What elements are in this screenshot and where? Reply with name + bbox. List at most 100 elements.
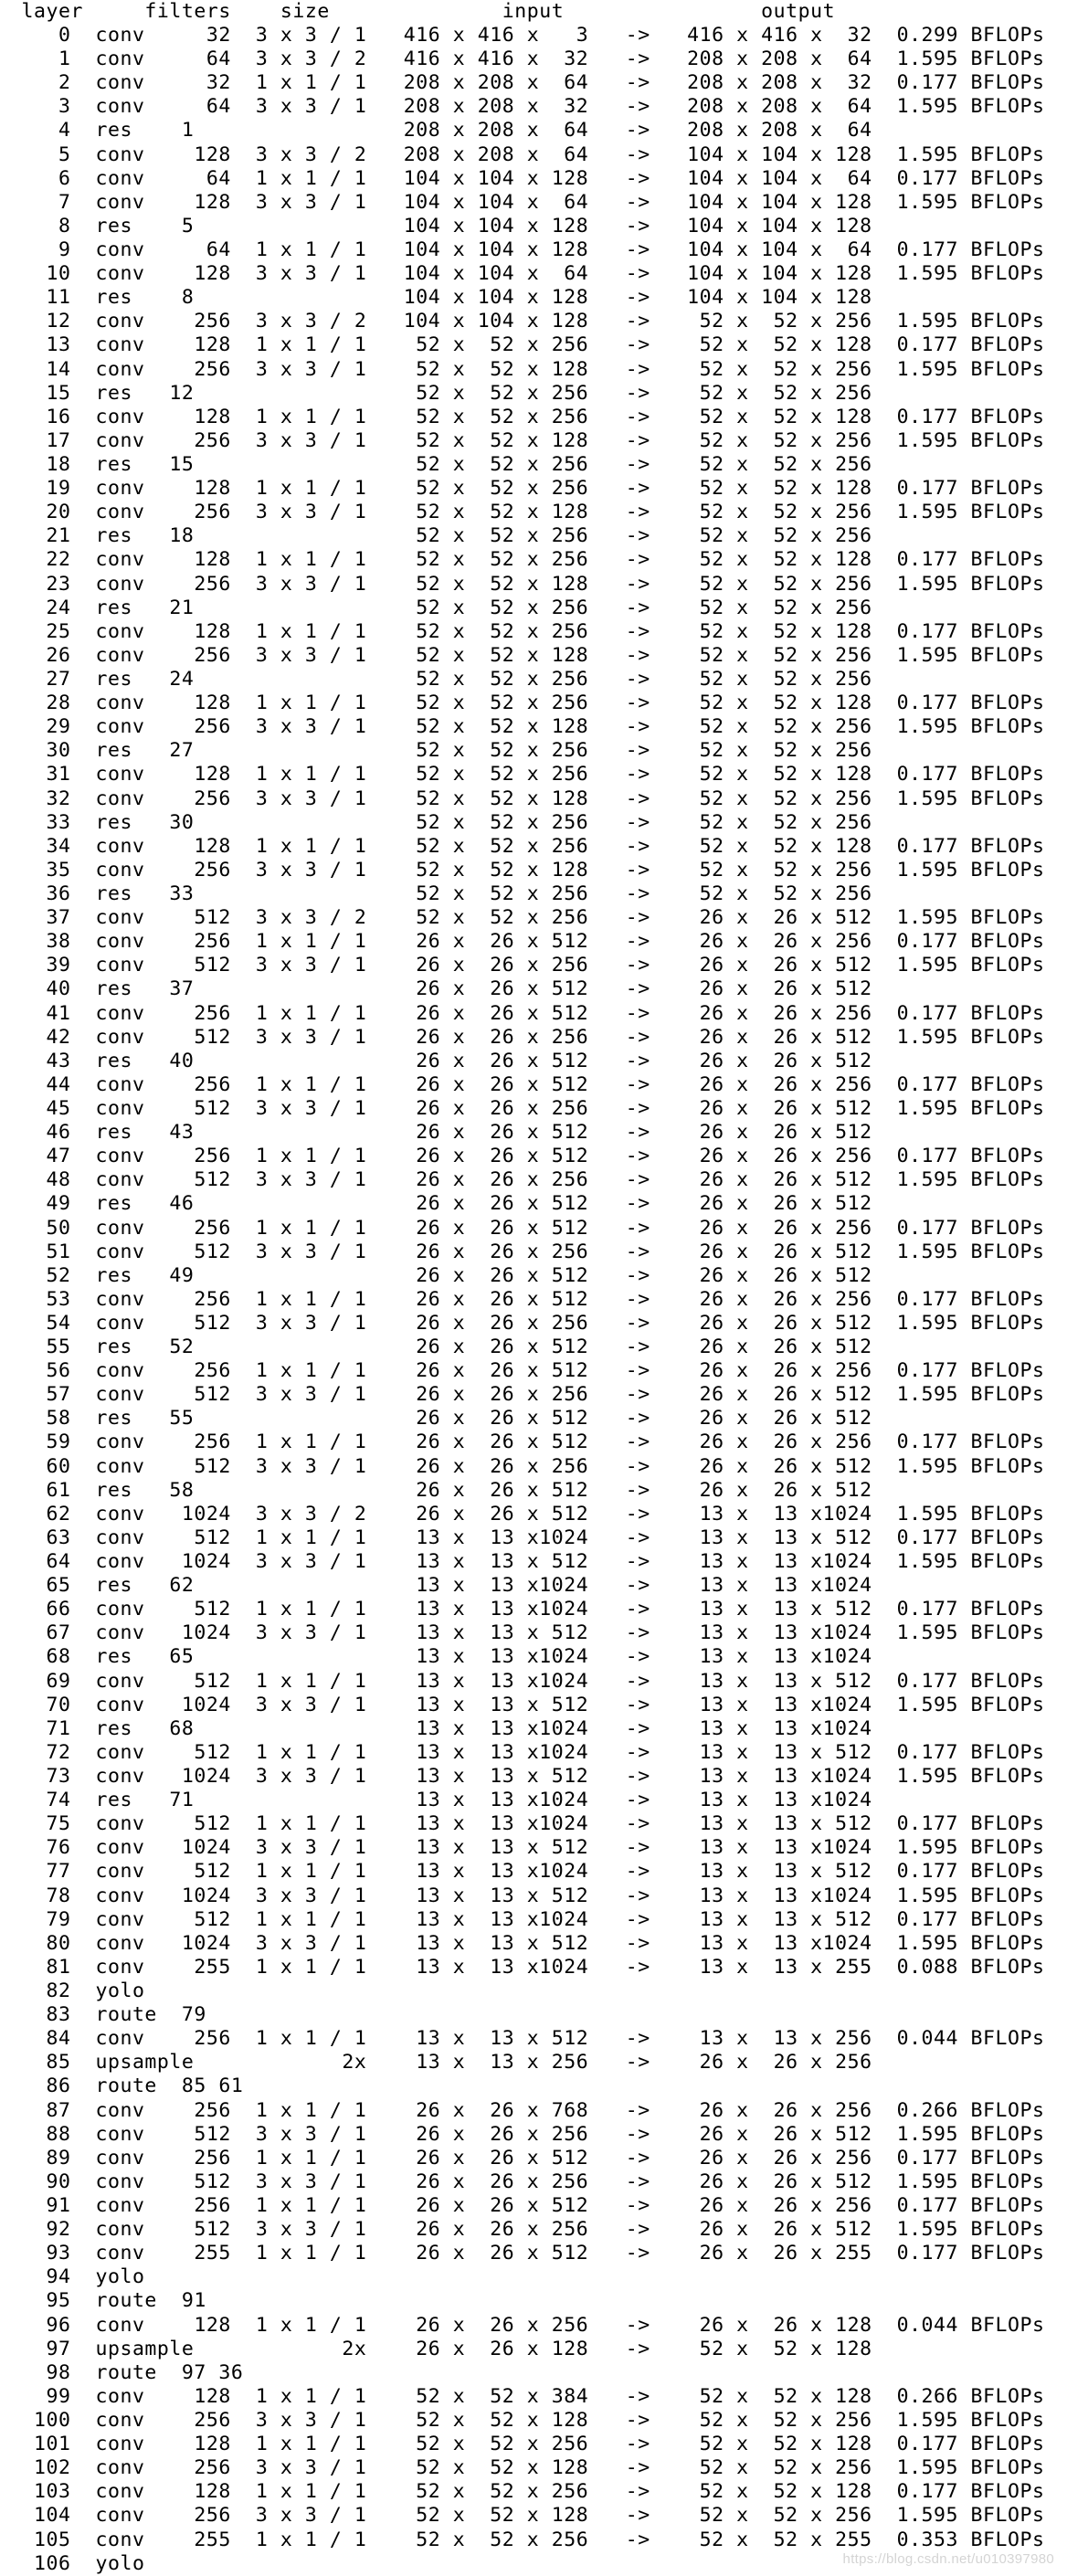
layer-line: 86 route 85 61 bbox=[9, 2075, 243, 2098]
layer-line: 55 res 52 26 x 26 x 512 -> 26 x 26 x 512 bbox=[9, 1336, 872, 1359]
layer-line: 30 res 27 52 x 52 x 256 -> 52 x 52 x 256 bbox=[9, 739, 872, 763]
layer-line: 25 conv 128 1 x 1 / 1 52 x 52 x 256 -> 5… bbox=[9, 620, 1045, 644]
layer-line: 1 conv 64 3 x 3 / 2 416 x 416 x 32 -> 20… bbox=[9, 48, 1045, 71]
layer-line: 98 route 97 36 bbox=[9, 2361, 243, 2385]
layer-line: 88 conv 512 3 x 3 / 1 26 x 26 x 256 -> 2… bbox=[9, 2123, 1045, 2147]
layer-line: 7 conv 128 3 x 3 / 1 104 x 104 x 64 -> 1… bbox=[9, 191, 1045, 215]
layer-line: 89 conv 256 1 x 1 / 1 26 x 26 x 512 -> 2… bbox=[9, 2147, 1045, 2170]
layer-line: 97 upsample 2x 26 x 26 x 128 -> 52 x 52 … bbox=[9, 2338, 872, 2361]
layer-line: 22 conv 128 1 x 1 / 1 52 x 52 x 256 -> 5… bbox=[9, 548, 1045, 572]
watermark: https://blog.csdn.net/u010397980 bbox=[843, 2551, 1054, 2567]
layer-line: 82 yolo bbox=[9, 1980, 144, 2003]
layer-line: 44 conv 256 1 x 1 / 1 26 x 26 x 512 -> 2… bbox=[9, 1073, 1045, 1097]
layer-line: 102 conv 256 3 x 3 / 1 52 x 52 x 128 -> … bbox=[9, 2456, 1045, 2480]
layer-line: 99 conv 128 1 x 1 / 1 52 x 52 x 384 -> 5… bbox=[9, 2385, 1045, 2409]
layer-line: 21 res 18 52 x 52 x 256 -> 52 x 52 x 256 bbox=[9, 524, 872, 548]
layer-line: 28 conv 128 1 x 1 / 1 52 x 52 x 256 -> 5… bbox=[9, 692, 1045, 715]
layer-line: 78 conv 1024 3 x 3 / 1 13 x 13 x 512 -> … bbox=[9, 1884, 1045, 1908]
layer-line: 54 conv 512 3 x 3 / 1 26 x 26 x 256 -> 2… bbox=[9, 1312, 1045, 1336]
layer-line: 46 res 43 26 x 26 x 512 -> 26 x 26 x 512 bbox=[9, 1121, 872, 1145]
layer-line: 71 res 68 13 x 13 x1024 -> 13 x 13 x1024 bbox=[9, 1717, 872, 1741]
layer-line: 63 conv 512 1 x 1 / 1 13 x 13 x1024 -> 1… bbox=[9, 1526, 1045, 1550]
layer-line: 16 conv 128 1 x 1 / 1 52 x 52 x 256 -> 5… bbox=[9, 406, 1045, 429]
layer-line: 37 conv 512 3 x 3 / 2 52 x 52 x 256 -> 2… bbox=[9, 906, 1045, 930]
layer-line: 38 conv 256 1 x 1 / 1 26 x 26 x 512 -> 2… bbox=[9, 930, 1045, 954]
layer-line: 24 res 21 52 x 52 x 256 -> 52 x 52 x 256 bbox=[9, 596, 872, 620]
layer-line: 81 conv 255 1 x 1 / 1 13 x 13 x1024 -> 1… bbox=[9, 1956, 1045, 1980]
layer-line: 106 yolo bbox=[9, 2552, 144, 2576]
layer-line: 90 conv 512 3 x 3 / 1 26 x 26 x 256 -> 2… bbox=[9, 2170, 1045, 2194]
layer-line: 19 conv 128 1 x 1 / 1 52 x 52 x 256 -> 5… bbox=[9, 477, 1045, 501]
layer-line: 92 conv 512 3 x 3 / 1 26 x 26 x 256 -> 2… bbox=[9, 2218, 1045, 2242]
layer-line: 49 res 46 26 x 26 x 512 -> 26 x 26 x 512 bbox=[9, 1192, 872, 1216]
layer-line: 91 conv 256 1 x 1 / 1 26 x 26 x 512 -> 2… bbox=[9, 2194, 1045, 2218]
layer-line: 27 res 24 52 x 52 x 256 -> 52 x 52 x 256 bbox=[9, 668, 872, 692]
layer-line: 58 res 55 26 x 26 x 512 -> 26 x 26 x 512 bbox=[9, 1407, 872, 1431]
layer-line: 2 conv 32 1 x 1 / 1 208 x 208 x 64 -> 20… bbox=[9, 71, 1045, 95]
layer-line: 56 conv 256 1 x 1 / 1 26 x 26 x 512 -> 2… bbox=[9, 1359, 1045, 1383]
layer-line: 40 res 37 26 x 26 x 512 -> 26 x 26 x 512 bbox=[9, 977, 872, 1001]
layer-line: 47 conv 256 1 x 1 / 1 26 x 26 x 512 -> 2… bbox=[9, 1145, 1045, 1168]
layer-line: 32 conv 256 3 x 3 / 1 52 x 52 x 128 -> 5… bbox=[9, 787, 1045, 811]
layer-line: 20 conv 256 3 x 3 / 1 52 x 52 x 128 -> 5… bbox=[9, 501, 1045, 524]
layer-line: 69 conv 512 1 x 1 / 1 13 x 13 x1024 -> 1… bbox=[9, 1670, 1045, 1694]
layer-line: 83 route 79 bbox=[9, 2003, 206, 2027]
layer-line: 17 conv 256 3 x 3 / 1 52 x 52 x 128 -> 5… bbox=[9, 429, 1045, 453]
layer-line: 65 res 62 13 x 13 x1024 -> 13 x 13 x1024 bbox=[9, 1574, 872, 1598]
layer-line: 76 conv 1024 3 x 3 / 1 13 x 13 x 512 -> … bbox=[9, 1836, 1045, 1860]
layer-line: 84 conv 256 1 x 1 / 1 13 x 13 x 512 -> 1… bbox=[9, 2027, 1045, 2051]
layer-line: 66 conv 512 1 x 1 / 1 13 x 13 x1024 -> 1… bbox=[9, 1598, 1045, 1621]
layer-line: 93 conv 255 1 x 1 / 1 26 x 26 x 512 -> 2… bbox=[9, 2242, 1045, 2265]
layer-line: 29 conv 256 3 x 3 / 1 52 x 52 x 128 -> 5… bbox=[9, 715, 1045, 739]
layer-line: 87 conv 256 1 x 1 / 1 26 x 26 x 768 -> 2… bbox=[9, 2099, 1045, 2123]
layer-line: 33 res 30 52 x 52 x 256 -> 52 x 52 x 256 bbox=[9, 811, 872, 835]
layer-line: 10 conv 128 3 x 3 / 1 104 x 104 x 64 -> … bbox=[9, 262, 1045, 286]
layer-line: 36 res 33 52 x 52 x 256 -> 52 x 52 x 256 bbox=[9, 882, 872, 906]
layer-line: 67 conv 1024 3 x 3 / 1 13 x 13 x 512 -> … bbox=[9, 1621, 1045, 1645]
layer-line: 11 res 8 104 x 104 x 128 -> 104 x 104 x … bbox=[9, 286, 872, 310]
layer-line: 0 conv 32 3 x 3 / 1 416 x 416 x 3 -> 416… bbox=[9, 24, 1045, 48]
layer-line: 100 conv 256 3 x 3 / 1 52 x 52 x 128 -> … bbox=[9, 2409, 1045, 2433]
layer-line: 50 conv 256 1 x 1 / 1 26 x 26 x 512 -> 2… bbox=[9, 1217, 1045, 1240]
layer-line: 79 conv 512 1 x 1 / 1 13 x 13 x1024 -> 1… bbox=[9, 1908, 1045, 1932]
layer-line: 26 conv 256 3 x 3 / 1 52 x 52 x 128 -> 5… bbox=[9, 644, 1045, 668]
layer-line: 13 conv 128 1 x 1 / 1 52 x 52 x 256 -> 5… bbox=[9, 333, 1045, 357]
layer-line: 42 conv 512 3 x 3 / 1 26 x 26 x 256 -> 2… bbox=[9, 1026, 1045, 1050]
layer-line: 31 conv 128 1 x 1 / 1 52 x 52 x 256 -> 5… bbox=[9, 763, 1045, 787]
layer-line: 3 conv 64 3 x 3 / 1 208 x 208 x 32 -> 20… bbox=[9, 95, 1045, 119]
layer-line: 57 conv 512 3 x 3 / 1 26 x 26 x 256 -> 2… bbox=[9, 1383, 1045, 1407]
layer-line: 104 conv 256 3 x 3 / 1 52 x 52 x 128 -> … bbox=[9, 2504, 1045, 2528]
layer-line: 103 conv 128 1 x 1 / 1 52 x 52 x 256 -> … bbox=[9, 2480, 1045, 2504]
layer-line: 34 conv 128 1 x 1 / 1 52 x 52 x 256 -> 5… bbox=[9, 835, 1045, 859]
layer-line: 85 upsample 2x 13 x 13 x 256 -> 26 x 26 … bbox=[9, 2051, 872, 2075]
layer-line: 101 conv 128 1 x 1 / 1 52 x 52 x 256 -> … bbox=[9, 2433, 1045, 2456]
layer-line: 4 res 1 208 x 208 x 64 -> 208 x 208 x 64 bbox=[9, 119, 872, 143]
layer-line: 95 route 91 bbox=[9, 2289, 206, 2313]
layer-line: 9 conv 64 1 x 1 / 1 104 x 104 x 128 -> 1… bbox=[9, 238, 1045, 262]
layer-line: 53 conv 256 1 x 1 / 1 26 x 26 x 512 -> 2… bbox=[9, 1288, 1045, 1312]
layer-line: 73 conv 1024 3 x 3 / 1 13 x 13 x 512 -> … bbox=[9, 1765, 1045, 1789]
layer-line: 8 res 5 104 x 104 x 128 -> 104 x 104 x 1… bbox=[9, 215, 872, 238]
header-line: layer filters size input output bbox=[9, 0, 835, 24]
layer-line: 64 conv 1024 3 x 3 / 1 13 x 13 x 512 -> … bbox=[9, 1550, 1045, 1574]
layer-line: 61 res 58 26 x 26 x 512 -> 26 x 26 x 512 bbox=[9, 1479, 872, 1503]
layer-line: 43 res 40 26 x 26 x 512 -> 26 x 26 x 512 bbox=[9, 1050, 872, 1073]
layer-line: 96 conv 128 1 x 1 / 1 26 x 26 x 256 -> 2… bbox=[9, 2314, 1045, 2338]
layer-line: 35 conv 256 3 x 3 / 1 52 x 52 x 128 -> 5… bbox=[9, 859, 1045, 882]
layer-line: 5 conv 128 3 x 3 / 2 208 x 208 x 64 -> 1… bbox=[9, 143, 1045, 167]
layer-line: 23 conv 256 3 x 3 / 1 52 x 52 x 128 -> 5… bbox=[9, 573, 1045, 596]
layer-line: 18 res 15 52 x 52 x 256 -> 52 x 52 x 256 bbox=[9, 453, 872, 477]
layer-line: 68 res 65 13 x 13 x1024 -> 13 x 13 x1024 bbox=[9, 1645, 872, 1669]
layer-line: 48 conv 512 3 x 3 / 1 26 x 26 x 256 -> 2… bbox=[9, 1168, 1045, 1192]
layer-line: 52 res 49 26 x 26 x 512 -> 26 x 26 x 512 bbox=[9, 1264, 872, 1288]
layer-line: 51 conv 512 3 x 3 / 1 26 x 26 x 256 -> 2… bbox=[9, 1240, 1045, 1264]
layer-line: 45 conv 512 3 x 3 / 1 26 x 26 x 256 -> 2… bbox=[9, 1097, 1045, 1121]
layer-line: 94 yolo bbox=[9, 2265, 144, 2289]
layer-line: 12 conv 256 3 x 3 / 2 104 x 104 x 128 ->… bbox=[9, 310, 1045, 333]
layer-line: 14 conv 256 3 x 3 / 1 52 x 52 x 128 -> 5… bbox=[9, 358, 1045, 382]
layer-line: 77 conv 512 1 x 1 / 1 13 x 13 x1024 -> 1… bbox=[9, 1860, 1045, 1884]
layer-line: 105 conv 255 1 x 1 / 1 52 x 52 x 256 -> … bbox=[9, 2528, 1045, 2552]
layer-line: 60 conv 512 3 x 3 / 1 26 x 26 x 256 -> 2… bbox=[9, 1455, 1045, 1479]
layer-line: 75 conv 512 1 x 1 / 1 13 x 13 x1024 -> 1… bbox=[9, 1812, 1045, 1836]
